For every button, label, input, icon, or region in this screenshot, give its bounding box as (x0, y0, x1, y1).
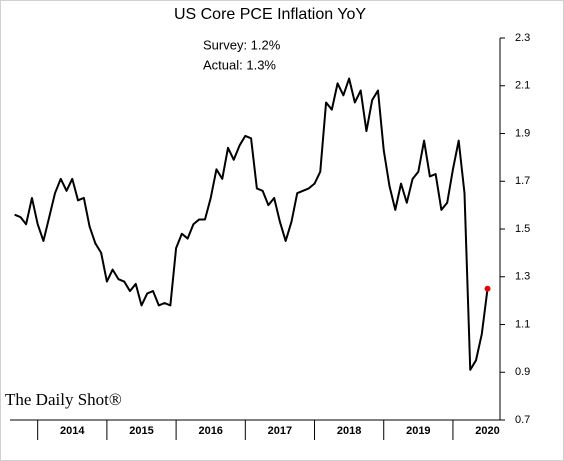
x-tick-label: 2019 (406, 425, 430, 437)
line-series (14, 77, 489, 371)
x-tick-label: 2014 (60, 425, 85, 437)
x-tick-label: 2016 (198, 425, 222, 437)
y-tick-label: 1.1 (515, 318, 530, 330)
source-logo: The Daily Shot® (5, 390, 122, 409)
x-tick-label: 2020 (475, 425, 499, 437)
y-tick-label: 1.5 (515, 223, 530, 235)
x-tick-label: 2017 (268, 425, 292, 437)
y-tick-label: 1.7 (515, 175, 530, 187)
x-tick-label: 2018 (337, 425, 361, 437)
x-tick-label: 2015 (129, 425, 153, 437)
y-tick-label: 2.1 (515, 80, 530, 92)
annotation: Actual: 1.3% (203, 57, 276, 72)
chart-title: US Core PCE Inflation YoY (174, 6, 366, 23)
y-tick-label: 2.3 (515, 32, 530, 44)
y-tick-label: 1.9 (515, 127, 530, 139)
y-tick-label: 0.9 (515, 366, 530, 378)
annotation: Survey: 1.2% (203, 37, 281, 52)
y-tick-label: 0.7 (515, 414, 530, 426)
last-point-marker (484, 285, 491, 292)
y-tick-label: 1.3 (515, 271, 530, 283)
